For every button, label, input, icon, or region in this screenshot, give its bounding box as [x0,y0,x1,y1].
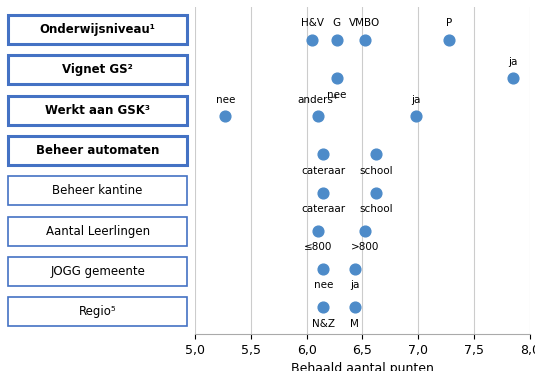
Point [319,266,328,272]
Point [319,190,328,196]
Point [412,113,421,119]
Text: school: school [359,204,393,214]
Point [445,37,454,43]
Point [314,228,322,234]
Text: school: school [359,166,393,176]
Text: P: P [446,19,453,29]
Text: ja: ja [350,280,360,290]
Text: anders⁴: anders⁴ [298,95,338,105]
Text: VMBO: VMBO [349,19,380,29]
Point [333,75,341,81]
Text: N&Z: N&Z [312,319,335,329]
Point [314,113,322,119]
Text: Beheer kantine: Beheer kantine [52,184,143,197]
FancyBboxPatch shape [9,55,187,85]
Text: Vignet GS²: Vignet GS² [62,63,133,76]
X-axis label: Behaald aantal punten: Behaald aantal punten [291,362,434,371]
Text: JOGG gemeente: JOGG gemeente [50,265,145,278]
Text: H&V: H&V [301,19,324,29]
Point [371,190,380,196]
Text: G: G [333,19,341,29]
Point [319,304,328,310]
Text: nee: nee [216,95,235,105]
Text: cateraar: cateraar [301,166,346,176]
Point [350,266,359,272]
Point [333,37,341,43]
FancyBboxPatch shape [9,136,187,165]
Text: nee: nee [314,280,333,290]
Point [319,151,328,157]
Text: >800: >800 [350,242,379,252]
Text: Werkt aan GSK³: Werkt aan GSK³ [45,104,150,117]
Text: ≤800: ≤800 [304,242,332,252]
Text: ja: ja [411,95,421,105]
Point [308,37,317,43]
FancyBboxPatch shape [9,176,187,205]
Text: Beheer automaten: Beheer automaten [36,144,159,157]
Point [371,151,380,157]
Text: M: M [350,319,359,329]
Text: ja: ja [508,57,518,67]
Point [361,37,369,43]
Point [509,75,517,81]
FancyBboxPatch shape [9,297,187,326]
Text: Regio⁵: Regio⁵ [79,305,117,318]
Text: Aantal Leerlingen: Aantal Leerlingen [45,224,150,237]
Point [350,304,359,310]
Text: Onderwijsniveau¹: Onderwijsniveau¹ [40,23,156,36]
Point [361,228,369,234]
Text: cateraar: cateraar [301,204,346,214]
FancyBboxPatch shape [9,15,187,44]
FancyBboxPatch shape [9,217,187,246]
FancyBboxPatch shape [9,257,187,286]
Text: nee: nee [327,89,347,99]
Point [221,113,230,119]
FancyBboxPatch shape [9,96,187,125]
